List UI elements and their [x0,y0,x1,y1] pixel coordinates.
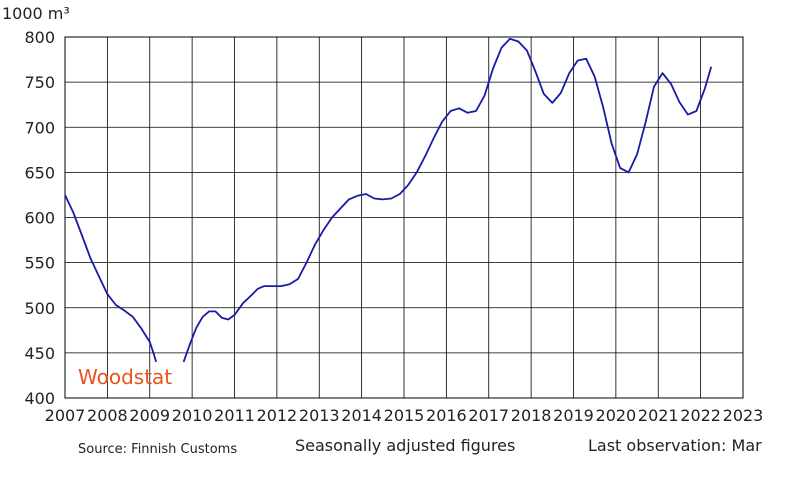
x-tick-label: 2007 [45,406,86,425]
x-tick-label: 2011 [214,406,255,425]
x-tick-label: 2015 [384,406,425,425]
x-tick-label: 2022 [680,406,721,425]
x-tick-label: 2023 [723,406,764,425]
series-lines [64,37,713,363]
last-observation-note: Last observation: Mar [588,436,762,455]
y-tick-label: 550 [24,254,55,273]
x-tick-label: 2012 [257,406,298,425]
x-tick-label: 2010 [172,406,213,425]
x-tick-label: 2014 [341,406,382,425]
y-tick-label: 700 [24,118,55,137]
x-tick-label: 2008 [87,406,128,425]
x-tick-label: 2017 [468,406,509,425]
brand-logo: Woodstat [78,365,172,389]
adjust-note: Seasonally adjusted figures [295,436,515,455]
source-note: Source: Finnish Customs [78,442,237,457]
y-tick-label: 650 [24,163,55,182]
y-tick-label: 500 [24,299,55,318]
x-tick-label: 2020 [596,406,637,425]
y-tick-label: 400 [24,389,55,408]
series-line [182,37,713,363]
y-axis-ticks: 400 450 500 550 600 650 700 750 800 [24,28,55,408]
x-tick-label: 2016 [426,406,467,425]
y-tick-label: 750 [24,73,55,92]
y-tick-label: 450 [24,344,55,363]
x-tick-label: 2021 [638,406,679,425]
x-tick-label: 2019 [553,406,594,425]
y-tick-label: 800 [24,28,55,47]
x-axis-ticks: 2007 2008 2009 2010 2011 2012 2013 2014 2015 2016… [45,406,764,425]
x-tick-label: 2013 [299,406,340,425]
y-tick-label: 600 [24,209,55,228]
x-tick-label: 2018 [511,406,552,425]
x-tick-label: 2009 [129,406,170,425]
grid-lines [64,36,744,399]
y-axis-label: 1000 m³ [2,4,70,23]
series-line [64,194,157,363]
plot-frame [64,36,744,399]
